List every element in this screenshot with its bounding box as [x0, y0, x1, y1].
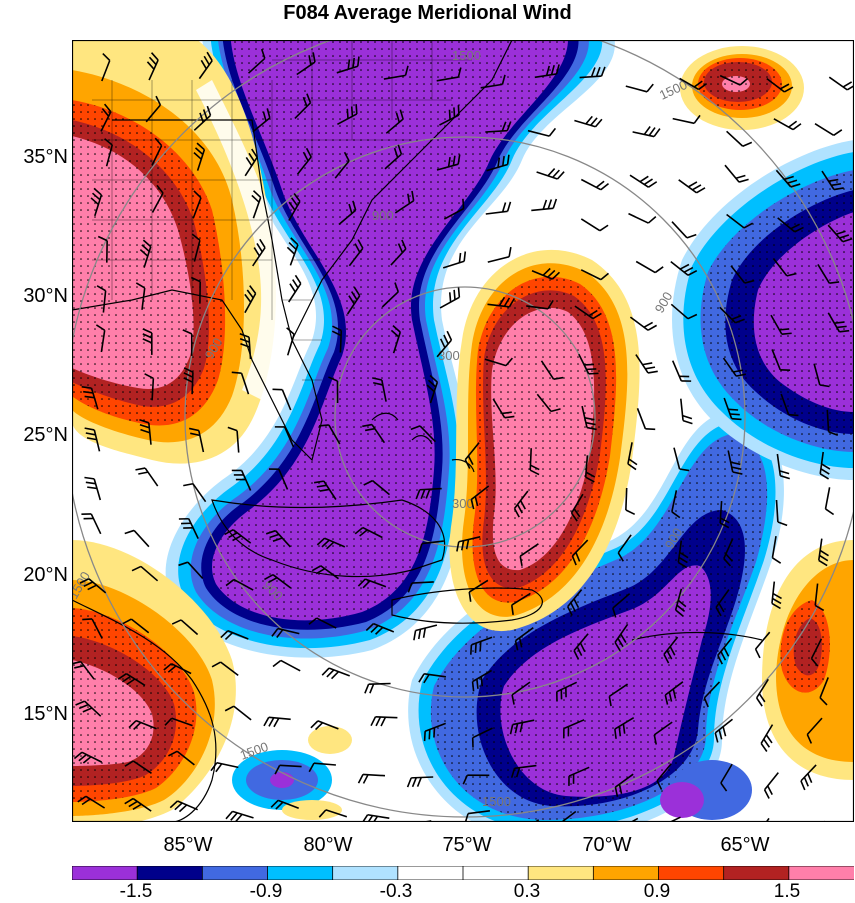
lon-label: 65°W: [705, 834, 785, 857]
lon-label: 80°W: [288, 834, 368, 857]
lat-label: 25°N: [2, 424, 68, 447]
colorbar-swatch: [528, 866, 594, 880]
colorbar-swatch: [333, 866, 399, 880]
lat-label: 15°N: [2, 703, 68, 726]
contour-label: 1500: [452, 48, 481, 63]
lat-label: 20°N: [2, 564, 68, 587]
colorbar-swatch: [659, 866, 725, 880]
colorbar: [72, 866, 854, 880]
wind-map: 300 300 900 900 900 900 900 1500 1500 15…: [72, 40, 854, 822]
contour-label: 300: [452, 496, 474, 511]
lat-label: 35°N: [2, 146, 68, 169]
colorbar-swatch: [268, 866, 334, 880]
colorbar-swatch: [202, 866, 268, 880]
map-title: F084 Average Meridional Wind: [0, 0, 855, 30]
contour-label: 900: [372, 208, 394, 223]
colorbar-swatch: [137, 866, 203, 880]
lon-label: 75°W: [427, 834, 507, 857]
colorbar-swatch: [724, 866, 790, 880]
contour-label: 1500: [482, 794, 511, 809]
colorbar-swatch: [463, 866, 529, 880]
colorbar-swatch: [72, 866, 138, 880]
colorbar-swatch: [789, 866, 854, 880]
lon-label: 85°W: [148, 834, 228, 857]
colorbar-swatch: [398, 866, 464, 880]
lon-label: 70°W: [567, 834, 647, 857]
contour-label: 300: [438, 348, 460, 363]
colorbar-swatch: [593, 866, 659, 880]
lat-label: 30°N: [2, 285, 68, 308]
